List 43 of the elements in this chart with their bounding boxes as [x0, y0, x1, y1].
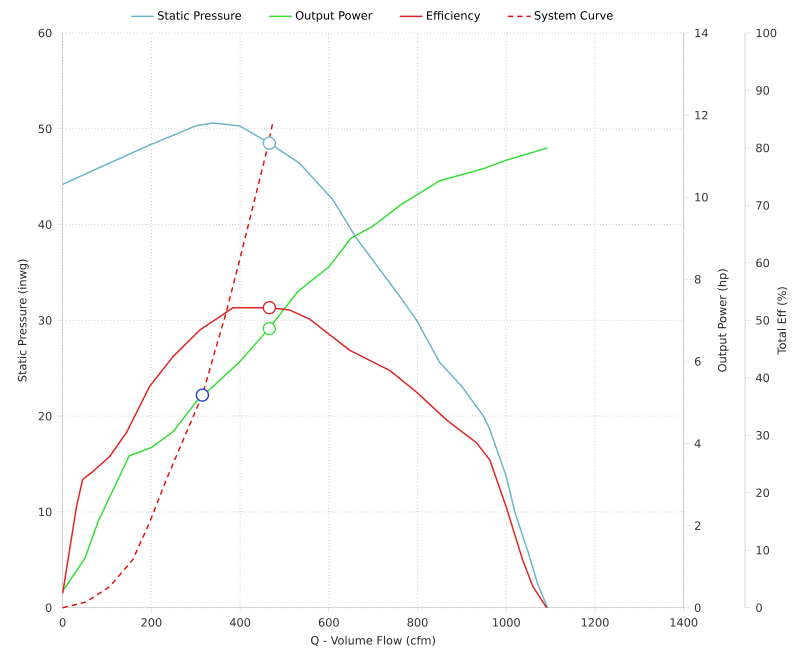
y-tick-label: 50	[38, 124, 52, 134]
y2-axis-title: Output Power (hp)	[718, 269, 729, 372]
y2-tick-label: 0	[694, 604, 701, 612]
y-tick-label: 20	[38, 412, 52, 421]
legend-label: Efficiency	[427, 11, 480, 22]
x-tick-label: 200	[141, 618, 162, 627]
y3-tick-label: 50	[756, 316, 770, 325]
y-tick-label: 40	[38, 220, 52, 229]
y3-tick-label: 80	[756, 144, 770, 152]
y2-tick-label: 4	[694, 440, 701, 448]
y2-tick-label: 6	[694, 357, 701, 366]
y3-tick-label: 0	[756, 604, 762, 612]
x-tick-label: 800	[408, 618, 428, 627]
y3-tick-label: 20	[756, 488, 770, 498]
y3-tick-label: 60	[756, 258, 770, 268]
y3-tick-label: 70	[756, 201, 770, 210]
y3-tick-label: 40	[756, 374, 770, 382]
y2-tick-label: 14	[695, 28, 708, 38]
y-tick-label: 0	[46, 604, 52, 612]
x-tick-label: 1400	[670, 618, 698, 627]
y-tick-label: 10	[39, 508, 52, 516]
legend-label: System Curve	[534, 11, 613, 22]
legend-label: Static Pressure	[158, 11, 242, 20]
y-tick-label: 30	[38, 316, 52, 325]
legend-label: Output Power	[296, 11, 372, 22]
x-axis-title: Q - Volume Flow (cfm)	[311, 636, 435, 646]
x-tick-label: 1000	[493, 618, 520, 627]
y3-tick-label: 90	[756, 86, 770, 95]
x-tick-label: 400	[230, 618, 250, 627]
y-axis-title: Static Pressure (inwg)	[18, 260, 29, 382]
y2-tick-label: 10	[695, 193, 708, 202]
y2-tick-label: 8	[694, 275, 701, 284]
x-tick-label: 600	[318, 618, 339, 627]
y2-tick-label: 2	[694, 522, 700, 530]
x-tick-label: 1200	[582, 618, 609, 627]
y2-tick-label: 12	[695, 111, 708, 120]
y3-tick-label: 10	[756, 546, 770, 555]
line-series	[62, 121, 274, 609]
y-tick-label: 60	[38, 28, 52, 38]
y3-tick-label: 100	[756, 28, 776, 38]
x-tick-label: 0	[60, 618, 66, 627]
y3-axis-title: Total Eff (%)	[777, 287, 788, 355]
y3-tick-label: 30	[756, 431, 770, 440]
